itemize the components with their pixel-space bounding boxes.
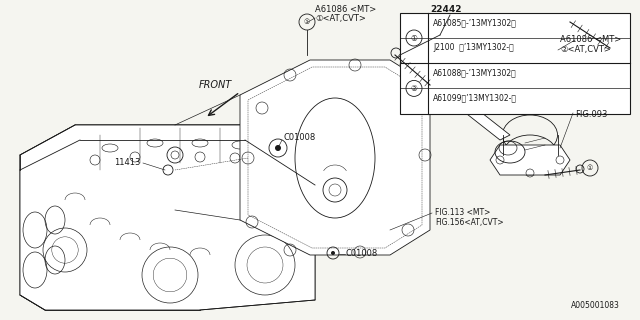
Bar: [400, 13, 630, 114]
Text: A61085（-’13MY1302）: A61085（-’13MY1302）: [433, 18, 517, 27]
Text: FIG.093: FIG.093: [575, 110, 607, 119]
Text: FIG.113 <MT>: FIG.113 <MT>: [435, 208, 490, 217]
Circle shape: [275, 145, 281, 151]
Text: ①<AT,CVT>: ①<AT,CVT>: [315, 14, 366, 23]
Text: 22442: 22442: [430, 5, 461, 14]
Text: A61086 <MT>: A61086 <MT>: [560, 35, 621, 44]
Polygon shape: [240, 60, 430, 255]
Text: A61099（’13MY1302-）: A61099（’13MY1302-）: [433, 93, 517, 102]
Text: FRONT: FRONT: [198, 80, 232, 90]
Polygon shape: [490, 145, 570, 175]
Text: ①: ①: [304, 19, 310, 25]
Text: J2100  （’13MY1302-）: J2100 （’13MY1302-）: [433, 43, 514, 52]
Text: C01008: C01008: [345, 250, 377, 259]
Polygon shape: [245, 125, 315, 300]
Text: ①: ①: [411, 34, 417, 43]
Polygon shape: [20, 170, 80, 310]
Text: ①: ①: [587, 165, 593, 171]
Text: A61086 <MT>: A61086 <MT>: [315, 5, 376, 14]
Text: ②: ②: [411, 84, 417, 93]
Text: A005001083: A005001083: [571, 301, 620, 310]
Circle shape: [331, 251, 335, 255]
Polygon shape: [430, 80, 510, 140]
Text: 11413: 11413: [114, 158, 140, 167]
Polygon shape: [20, 295, 200, 310]
Polygon shape: [20, 125, 245, 170]
Polygon shape: [75, 125, 315, 185]
Text: A61088（-’13MY1302）: A61088（-’13MY1302）: [433, 68, 516, 77]
Text: FIG.156<AT,CVT>: FIG.156<AT,CVT>: [435, 218, 504, 227]
Text: C01008: C01008: [283, 133, 316, 142]
Text: ②<AT,CVT>: ②<AT,CVT>: [560, 45, 611, 54]
Polygon shape: [20, 125, 315, 310]
